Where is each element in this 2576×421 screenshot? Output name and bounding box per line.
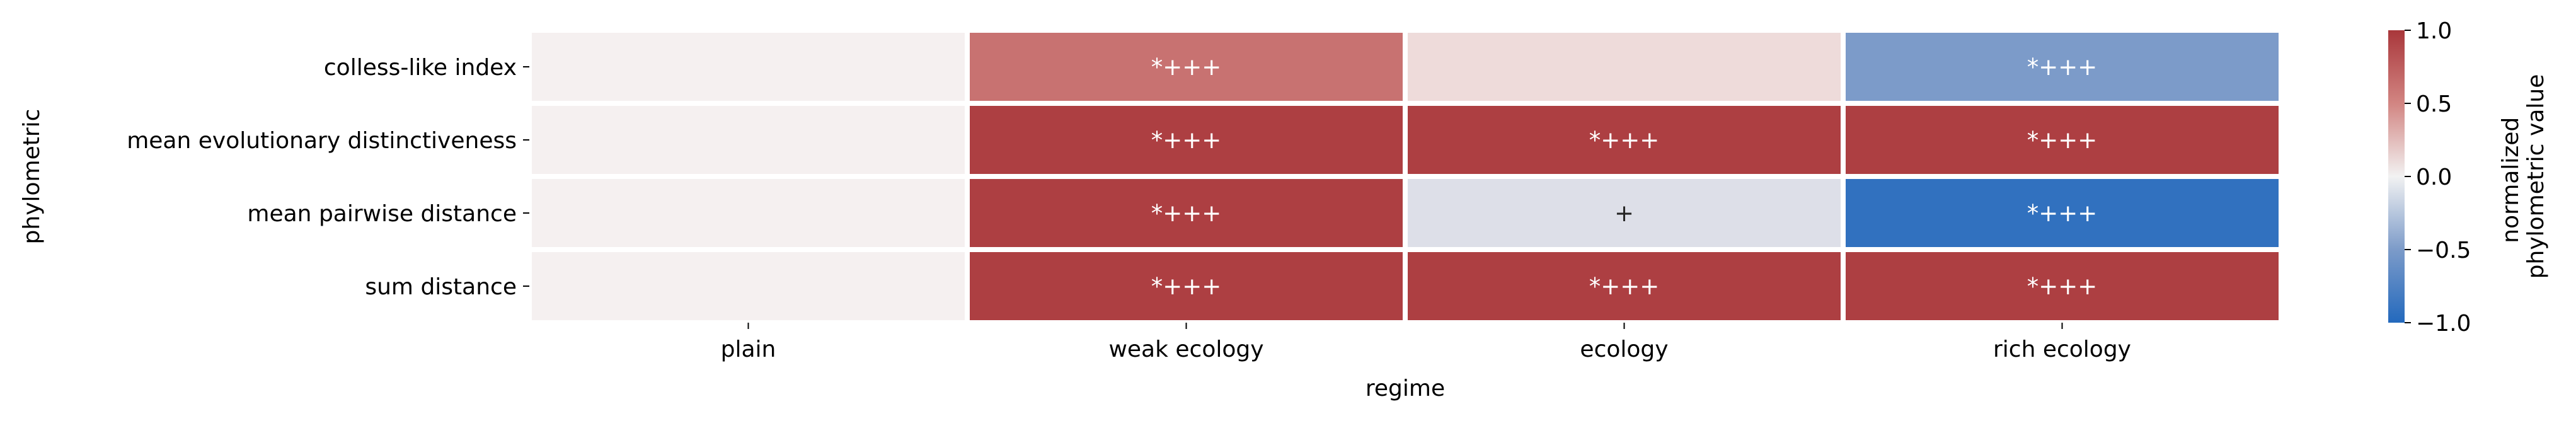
cell-annotation: *+++ <box>2027 200 2098 227</box>
colorbar-tick-label: 1.0 <box>2416 18 2452 44</box>
cell-annotation: *+++ <box>1151 127 1222 154</box>
heatmap-cell <box>532 106 965 174</box>
cell-annotation: *+++ <box>1589 127 1660 154</box>
x-tick-label: ecology <box>1580 337 1668 362</box>
heatmap-cell <box>970 106 1403 174</box>
heatmap-cell <box>1408 179 1841 247</box>
cell-annotation: *+++ <box>1589 273 1660 300</box>
colorbar-label-line-1: normalized <box>2498 117 2524 243</box>
heatmap-cell <box>970 252 1403 320</box>
cell-annotation: *+++ <box>2027 54 2098 81</box>
y-tick-label: colless-like index <box>324 55 517 81</box>
heatmap-cell <box>532 252 965 320</box>
cell-annotation: *+++ <box>1151 200 1222 227</box>
heatmap-cell <box>1846 106 2279 174</box>
heatmap-cell <box>1846 33 2279 101</box>
colorbar-gradient <box>2388 30 2405 323</box>
x-tick-label: rich ecology <box>1993 337 2131 362</box>
y-tick-label: mean evolutionary distinctiveness <box>127 128 517 154</box>
y-tick-label: sum distance <box>365 274 517 300</box>
heatmap-cell <box>1408 106 1841 174</box>
colorbar-tick-label: −1.0 <box>2416 311 2471 337</box>
colorbar: 1.0 0.5 0.0 −0.5 −1.0 normalized phylometric… <box>2388 18 2549 337</box>
heatmap-cell <box>1846 179 2279 247</box>
colorbar-tick-label: 0.0 <box>2416 164 2452 190</box>
y-axis-label: phylometric <box>19 109 45 245</box>
x-axis-label: regime <box>1366 376 1445 401</box>
heatmap-cell <box>1408 33 1841 101</box>
x-tick-label: plain <box>721 337 776 362</box>
cell-annotation: *+++ <box>1151 273 1222 300</box>
colorbar-tick-label: −0.5 <box>2416 238 2471 263</box>
heatmap-cell <box>970 33 1403 101</box>
colorbar-ticks: 1.0 0.5 0.0 −0.5 −1.0 <box>2405 18 2471 337</box>
colorbar-label-line-2: phylometric value <box>2523 74 2549 279</box>
heatmap-cell <box>532 179 965 247</box>
cell-annotation: *+++ <box>2027 127 2098 154</box>
cell-annotation: *+++ <box>1151 54 1222 81</box>
x-axis-ticks: plain weak ecology ecology rich ecology <box>721 323 2131 362</box>
y-axis-ticks: colless-like index mean evolutionary dist… <box>127 55 529 300</box>
heatmap-annotations: *+++ *+++ *+++ *+++ *+++ *+++ + *+++ *+++ *+++ *++… <box>1151 54 2098 300</box>
colorbar-label: normalized phylometric value <box>2498 74 2549 279</box>
heatmap-cell <box>532 33 965 101</box>
heatmap-cell <box>1846 252 2279 320</box>
y-tick-label: mean pairwise distance <box>247 201 517 227</box>
heatmap-cell <box>1408 252 1841 320</box>
heatmap-cells <box>532 33 2279 320</box>
cell-annotation: + <box>1614 200 1634 227</box>
x-tick-label: weak ecology <box>1108 337 1263 362</box>
heatmap-cell <box>970 179 1403 247</box>
colorbar-tick-label: 0.5 <box>2416 91 2452 117</box>
cell-annotation: *+++ <box>2027 273 2098 300</box>
